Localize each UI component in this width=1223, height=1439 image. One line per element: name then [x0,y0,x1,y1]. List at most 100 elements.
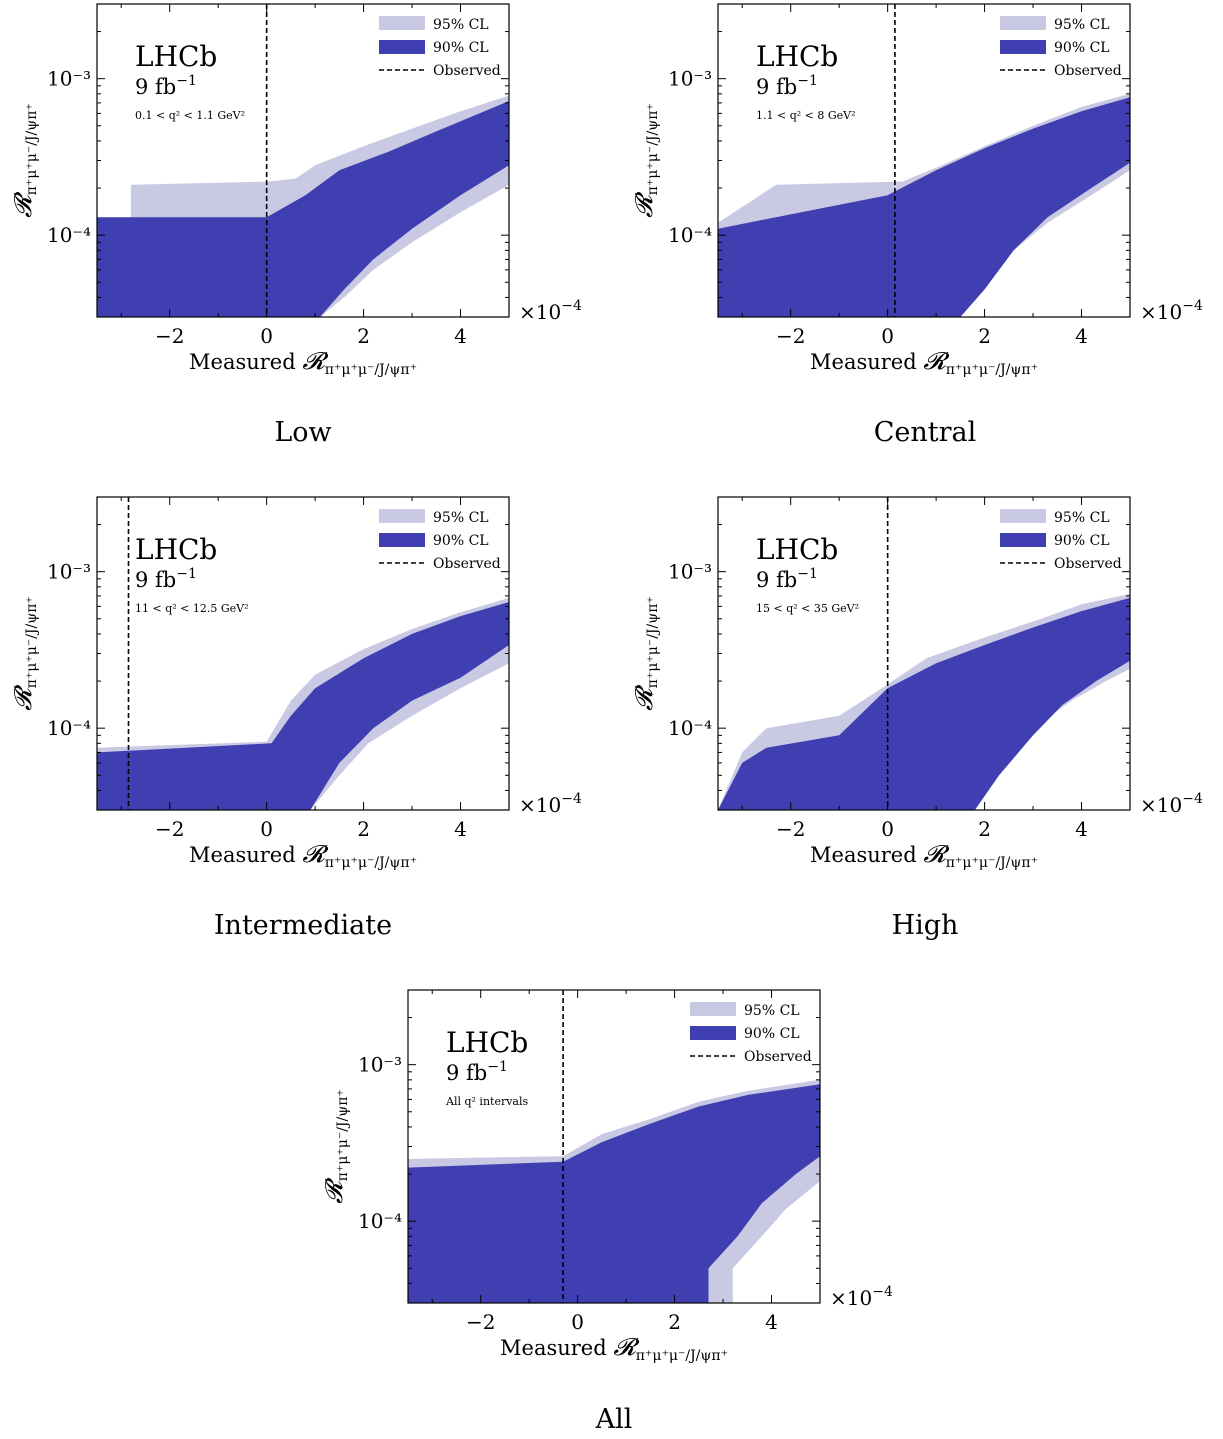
panel-high: −2 0 2 4 10⁻⁴ 10⁻³ ×10−4 Measured 𝓡π⁺μ⁺μ⁻/J/ψπ⁺… [630,496,1203,871]
y-tick-label: 10⁻⁴ [668,716,712,740]
x-multiplier: ×10−4 [1140,791,1203,817]
band-90-cl [408,1084,820,1303]
panel-intermediate: −2 0 2 4 10⁻⁴ 10⁻³ ×10−4 Measured 𝓡π⁺μ⁺μ⁻/J/ψπ⁺… [9,496,582,871]
y-axis-label: 𝓡π⁺μ⁺μ⁻/J/ψπ⁺ [630,596,661,711]
plot-area [97,497,509,810]
legend-label-observed: Observed [433,63,501,79]
x-tick-label: 0 [260,817,273,841]
x-tick-label: 0 [571,1310,584,1334]
y-axis-label-group: 𝓡π⁺μ⁺μ⁻/J/ψπ⁺ [630,103,661,218]
legend-label-90: 90% CL [433,40,489,56]
x-axis-label: Measured 𝓡π⁺μ⁺μ⁻/J/ψπ⁺ [810,840,1038,871]
y-axis-label-sub: π⁺μ⁺μ⁻/J/ψπ⁺ [645,103,661,195]
band-90-cl [97,602,509,810]
legend-swatch-90 [1000,533,1046,547]
experiment-label: LHCb [135,533,217,566]
experiment-label: LHCb [135,40,217,73]
x-tick-label: 2 [978,324,991,348]
plot-area [718,4,1130,317]
x-axis-label: Measured 𝓡π⁺μ⁺μ⁻/J/ψπ⁺ [189,840,417,871]
x-tick-label: 4 [454,817,467,841]
legend-swatch-95 [379,509,425,523]
x-multiplier: ×10−4 [1140,298,1203,324]
legend-label-90: 90% CL [1054,533,1110,549]
x-tick-label: 0 [260,324,273,348]
x-tick-label: 2 [357,817,370,841]
q2-interval-label: 11 < q² < 12.5 GeV² [135,602,249,615]
legend-label-90: 90% CL [433,533,489,549]
x-axis-label: Measured 𝓡π⁺μ⁺μ⁻/J/ψπ⁺ [189,347,417,378]
legend-label-observed: Observed [744,1049,812,1065]
x-tick-label: 0 [881,324,894,348]
x-axis-label-sub: π⁺μ⁺μ⁻/J/ψπ⁺ [636,1348,728,1364]
y-tick-label: 10⁻⁴ [47,223,91,247]
experiment-label: LHCb [756,533,838,566]
y-axis-label-group: 𝓡π⁺μ⁺μ⁻/J/ψπ⁺ [320,1089,351,1204]
experiment-label: LHCb [756,40,838,73]
luminosity-label: 9 fb−1 [135,566,197,592]
y-tick-label: 10⁻³ [358,1053,402,1077]
y-tick-label: 10⁻³ [668,560,712,584]
x-multiplier: ×10−4 [519,298,582,324]
legend-label-90: 90% CL [744,1026,800,1042]
legend-label-observed: Observed [1054,556,1122,572]
experiment-label: LHCb [446,1026,528,1059]
legend-label-95: 95% CL [1054,510,1110,526]
x-multiplier-exp: −4 [1182,298,1203,314]
y-tick-label: 10⁻⁴ [358,1209,402,1233]
legend-swatch-90 [379,40,425,54]
luminosity-exp: −1 [797,566,818,582]
x-tick-label: −2 [466,1310,495,1334]
x-axis-label: Measured 𝓡π⁺μ⁺μ⁻/J/ψπ⁺ [500,1333,728,1364]
legend-swatch-90 [1000,40,1046,54]
caption-central: Central [873,417,977,448]
x-tick-label: 2 [357,324,370,348]
y-axis-label-group: 𝓡π⁺μ⁺μ⁻/J/ψπ⁺ [9,103,40,218]
y-axis-label: 𝓡π⁺μ⁺μ⁻/J/ψπ⁺ [630,103,661,218]
x-tick-label: −2 [776,324,805,348]
x-tick-label: 4 [454,324,467,348]
x-multiplier: ×10−4 [519,791,582,817]
x-axis-label-sub: π⁺μ⁺μ⁻/J/ψπ⁺ [946,362,1038,378]
y-tick-label: 10⁻⁴ [47,716,91,740]
luminosity-exp: −1 [176,73,197,89]
x-multiplier: ×10−4 [830,1284,893,1310]
plot-area [97,4,509,317]
q2-interval-label: 0.1 < q² < 1.1 GeV² [135,109,245,122]
band-90-cl [718,97,1130,317]
caption-low: Low [274,417,332,448]
plot-area [718,497,1130,810]
y-tick-label: 10⁻³ [47,67,91,91]
legend-swatch-90 [690,1026,736,1040]
y-axis-label-sub: π⁺μ⁺μ⁻/J/ψπ⁺ [335,1089,351,1181]
x-axis-label-sub: π⁺μ⁺μ⁻/J/ψπ⁺ [325,362,417,378]
x-tick-label: −2 [155,324,184,348]
caption-intermediate: Intermediate [213,910,393,941]
panel-all: −2 0 2 4 10⁻⁴ 10⁻³ ×10−4 Measured 𝓡π⁺μ⁺μ⁻/J/ψπ⁺… [320,989,893,1364]
luminosity-label: 9 fb−1 [756,566,818,592]
y-tick-label: 10⁻⁴ [668,223,712,247]
panel-central: −2 0 2 4 10⁻⁴ 10⁻³ ×10−4 Measured 𝓡π⁺μ⁺μ⁻/J/ψπ⁺… [630,3,1203,378]
legend-label-95: 95% CL [433,510,489,526]
y-axis-label-sub: π⁺μ⁺μ⁻/J/ψπ⁺ [645,596,661,688]
luminosity-exp: −1 [487,1059,508,1075]
x-axis-label: Measured 𝓡π⁺μ⁺μ⁻/J/ψπ⁺ [810,347,1038,378]
band-90-cl [718,597,1130,810]
x-tick-label: −2 [776,817,805,841]
q2-interval-label: 1.1 < q² < 8 GeV² [756,109,856,122]
x-tick-label: 4 [1075,817,1088,841]
y-axis-label-group: 𝓡π⁺μ⁺μ⁻/J/ψπ⁺ [9,596,40,711]
legend-swatch-95 [1000,16,1046,30]
legend-swatch-95 [379,16,425,30]
luminosity-label: 9 fb−1 [135,73,197,99]
luminosity-exp: −1 [797,73,818,89]
x-multiplier-exp: −4 [872,1284,893,1300]
y-axis-label: 𝓡π⁺μ⁺μ⁻/J/ψπ⁺ [9,103,40,218]
y-axis-label-group: 𝓡π⁺μ⁺μ⁻/J/ψπ⁺ [630,596,661,711]
legend-swatch-90 [379,533,425,547]
x-axis-label-sub: π⁺μ⁺μ⁻/J/ψπ⁺ [325,855,417,871]
y-axis-label: 𝓡π⁺μ⁺μ⁻/J/ψπ⁺ [9,596,40,711]
x-axis-label-sub: π⁺μ⁺μ⁻/J/ψπ⁺ [946,855,1038,871]
y-axis-label-sub: π⁺μ⁺μ⁻/J/ψπ⁺ [24,596,40,688]
